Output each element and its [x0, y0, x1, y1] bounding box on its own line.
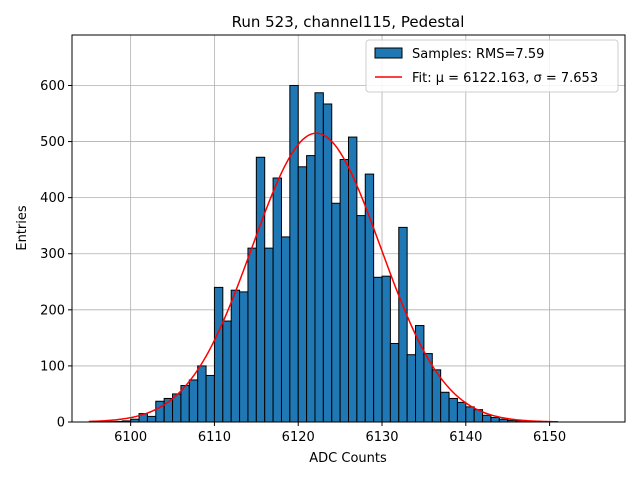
x-tick-label: 6130: [365, 430, 398, 445]
histogram-bar: [406, 354, 417, 423]
x-tick-label: 6150: [533, 430, 566, 445]
histogram-bar: [230, 289, 241, 423]
histogram-bar: [314, 92, 324, 423]
histogram-bar: [448, 397, 458, 423]
x-tick-label: 6140: [449, 430, 482, 445]
histogram-bar: [465, 406, 475, 423]
y-tick-label: 100: [40, 359, 65, 374]
histogram-bar: [356, 215, 366, 423]
legend-fit-label: Fit: μ = 6122.163, σ = 7.653: [412, 71, 598, 86]
histogram-bar: [146, 415, 157, 423]
y-axis-label: Entries: [15, 205, 30, 251]
legend: Samples: RMS=7.59 Fit: μ = 6122.163, σ =…: [365, 39, 619, 93]
axes-frame: [71, 34, 626, 423]
histogram-bar: [331, 202, 341, 423]
y-tick-label: 0: [57, 416, 65, 431]
x-tick-label: 6110: [198, 430, 231, 445]
histogram-bar: [280, 236, 291, 423]
histogram-bar: [348, 136, 358, 423]
chart-title: Run 523, channel115, Pedestal: [232, 13, 465, 31]
histogram-bar: [490, 417, 500, 423]
histogram-bar: [389, 342, 400, 423]
histogram-bar: [306, 155, 316, 423]
histogram-bar: [213, 286, 224, 423]
histogram-bar: [180, 385, 190, 423]
histogram-bar: [289, 84, 299, 423]
x-axis-label: ADC Counts: [309, 451, 387, 466]
histogram-bar: [415, 325, 425, 423]
histogram-bar: [456, 401, 467, 423]
histogram-bar: [381, 275, 391, 423]
histogram-bar: [482, 414, 492, 423]
histogram-bar: [373, 276, 383, 423]
histogram-bar: [297, 166, 308, 423]
y-tick-label: 200: [40, 303, 65, 318]
y-tick-label: 600: [40, 79, 65, 94]
histogram-bar: [431, 369, 442, 423]
histogram-bar: [398, 226, 408, 423]
histogram-bar: [272, 177, 282, 423]
histogram-bar: [222, 320, 232, 423]
legend-box: [365, 39, 619, 93]
histogram-bar: [255, 156, 266, 423]
legend-samples-label: Samples: RMS=7.59: [412, 47, 544, 62]
histogram-bar: [197, 365, 207, 423]
histogram-bar: [239, 291, 249, 423]
x-tick-label: 6100: [114, 430, 147, 445]
legend-bar-swatch: [374, 47, 403, 59]
histogram-bars: [105, 84, 542, 423]
histogram-bar: [188, 379, 199, 423]
y-tick-label: 500: [40, 135, 65, 150]
histogram-bar: [155, 400, 165, 423]
histogram-bar: [440, 391, 450, 423]
y-tick-label: 400: [40, 191, 65, 206]
axis-ticks: 6100 6110 6120 6130 6140 6150 0 100 200 300 400 500…: [40, 79, 566, 445]
histogram-bar: [339, 159, 350, 423]
histogram-bar: [264, 247, 274, 423]
histogram-bar: [322, 103, 333, 423]
y-tick-label: 300: [40, 247, 65, 262]
histogram-bar: [205, 374, 215, 423]
x-tick-label: 6120: [282, 430, 315, 445]
histogram-bar: [247, 247, 257, 423]
gaussian-fit-curve: [88, 132, 558, 423]
